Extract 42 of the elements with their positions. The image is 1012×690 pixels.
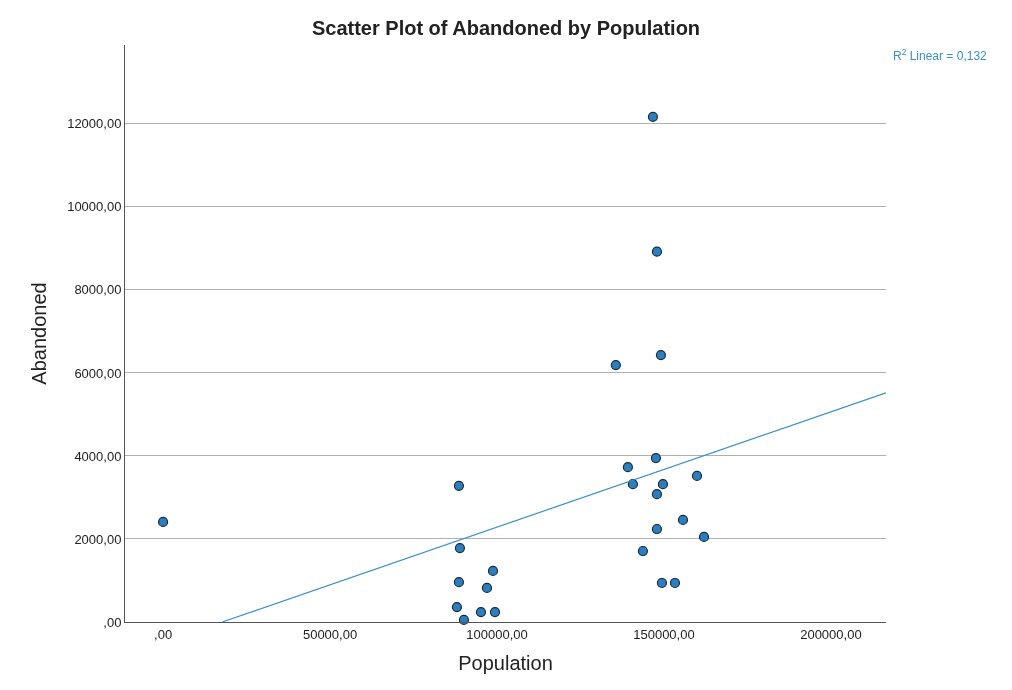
point xyxy=(157,516,169,528)
x-tick-label: 200000,00 xyxy=(800,626,862,642)
x-tick-label: 50000,00 xyxy=(302,626,358,642)
y-tick-label: ,00 xyxy=(103,614,122,630)
point xyxy=(691,470,703,481)
point xyxy=(669,577,681,589)
y-tick-label: 10000,00 xyxy=(67,199,122,215)
chart-title: Scatter Plot of Abandoned by Population xyxy=(311,16,701,39)
point xyxy=(453,577,465,588)
point xyxy=(475,606,487,618)
point xyxy=(647,111,659,122)
x-tick-label: 150000,00 xyxy=(633,626,695,642)
point xyxy=(637,545,649,557)
point xyxy=(487,565,499,577)
x-axis-title: Population xyxy=(458,652,553,675)
point xyxy=(458,614,470,626)
point xyxy=(451,601,463,613)
point xyxy=(481,582,493,594)
y-axis-title: Abandoned xyxy=(27,282,50,385)
x-tick-label: 100000,00 xyxy=(466,626,528,642)
point xyxy=(656,577,668,589)
point xyxy=(698,531,710,542)
point xyxy=(489,606,501,618)
point xyxy=(610,359,621,371)
point xyxy=(677,514,689,525)
point xyxy=(651,246,663,257)
x-tick-label: ,00 xyxy=(154,626,173,642)
y-tick-label: 2000,00 xyxy=(74,531,122,547)
point xyxy=(651,489,663,500)
y-tick-label: 12000,00 xyxy=(67,116,122,132)
point xyxy=(622,462,633,473)
point xyxy=(657,479,669,490)
point xyxy=(627,479,638,490)
point xyxy=(651,523,663,535)
text: R$^{2}$ Linear = 0,132 xyxy=(893,47,988,64)
point xyxy=(655,349,667,361)
point xyxy=(454,543,466,554)
point xyxy=(453,480,465,491)
y-tick-label: 6000,00 xyxy=(74,365,122,381)
y-tick-label: 4000,00 xyxy=(74,448,122,464)
y-tick-label: 8000,00 xyxy=(74,282,122,298)
point xyxy=(650,452,662,464)
